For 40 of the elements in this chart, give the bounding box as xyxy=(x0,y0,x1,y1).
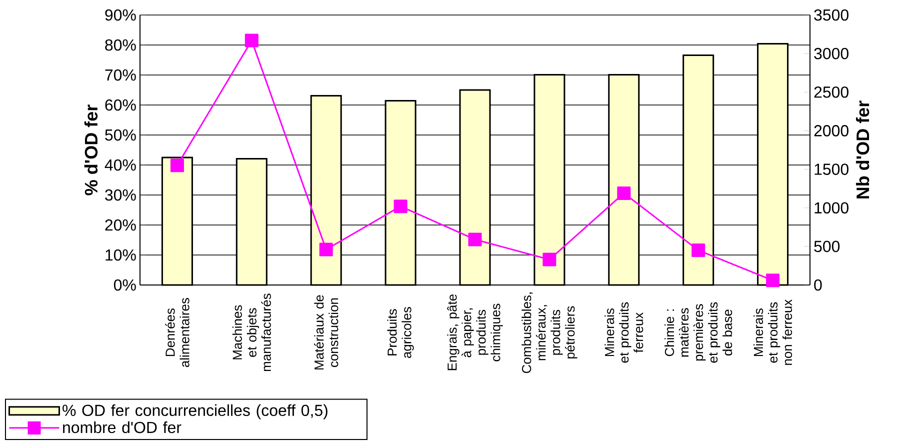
x-tick-label: Produits agricoles xyxy=(387,307,414,358)
y2-tick-label: 3500 xyxy=(814,9,848,21)
y2-axis-title: Nb d'OD fer xyxy=(856,100,870,198)
y-tick-label: 20% xyxy=(105,219,136,231)
legend-label: % OD fer concurrencielles (coeff 0,5) xyxy=(62,404,328,420)
y2-tick-label: 0 xyxy=(814,279,822,291)
point xyxy=(244,34,258,48)
x-tick-label: Engrais, pâte à papier, produits chimiques xyxy=(447,294,503,370)
y2-tick-label: 2000 xyxy=(814,125,848,136)
y-tick-label: 40% xyxy=(104,159,136,171)
point xyxy=(542,252,556,266)
y-tick-label: 50% xyxy=(105,129,136,141)
x-tick-label: Minerais et produits ferreux xyxy=(604,302,644,363)
y2-tick-label: 1500 xyxy=(814,164,848,175)
point xyxy=(394,200,408,214)
y-tick-label: 30% xyxy=(105,189,136,201)
point xyxy=(319,242,333,256)
y-tick-label: 10% xyxy=(106,249,136,261)
y2-tick-label: 500 xyxy=(814,240,840,252)
x-tick-label: Chimie : matières premières et produits de base xyxy=(664,302,732,363)
point xyxy=(468,232,482,246)
y-tick-label: 80% xyxy=(105,39,136,51)
point xyxy=(170,158,184,172)
x-tick-label: Denrées alimentaires xyxy=(165,298,190,368)
y-tick-label: 60% xyxy=(105,99,136,111)
y-tick-label: 90% xyxy=(105,9,136,21)
y-axis-title: % d'OD fer xyxy=(84,104,98,196)
x-tick-label: Machines et objets manufacturés xyxy=(232,294,271,372)
point xyxy=(766,274,780,288)
y2-tick-label: 2500 xyxy=(814,86,848,98)
x-tick-label: Combustibles, minéraux, produits pétroliers xyxy=(522,292,578,374)
legend-label: nombre d'OD fer xyxy=(63,421,182,434)
y2-tick-label: 1000 xyxy=(814,202,848,214)
y-tick-label: 70% xyxy=(105,69,136,81)
y2-tick-label: 3000 xyxy=(814,48,848,60)
point xyxy=(617,186,631,200)
point xyxy=(692,244,706,258)
x-tick-label: Matériaux de construction xyxy=(314,295,338,370)
y-tick-label: 0% xyxy=(114,279,136,291)
x-tick-label: Minerais et produits non ferreux xyxy=(753,299,792,365)
